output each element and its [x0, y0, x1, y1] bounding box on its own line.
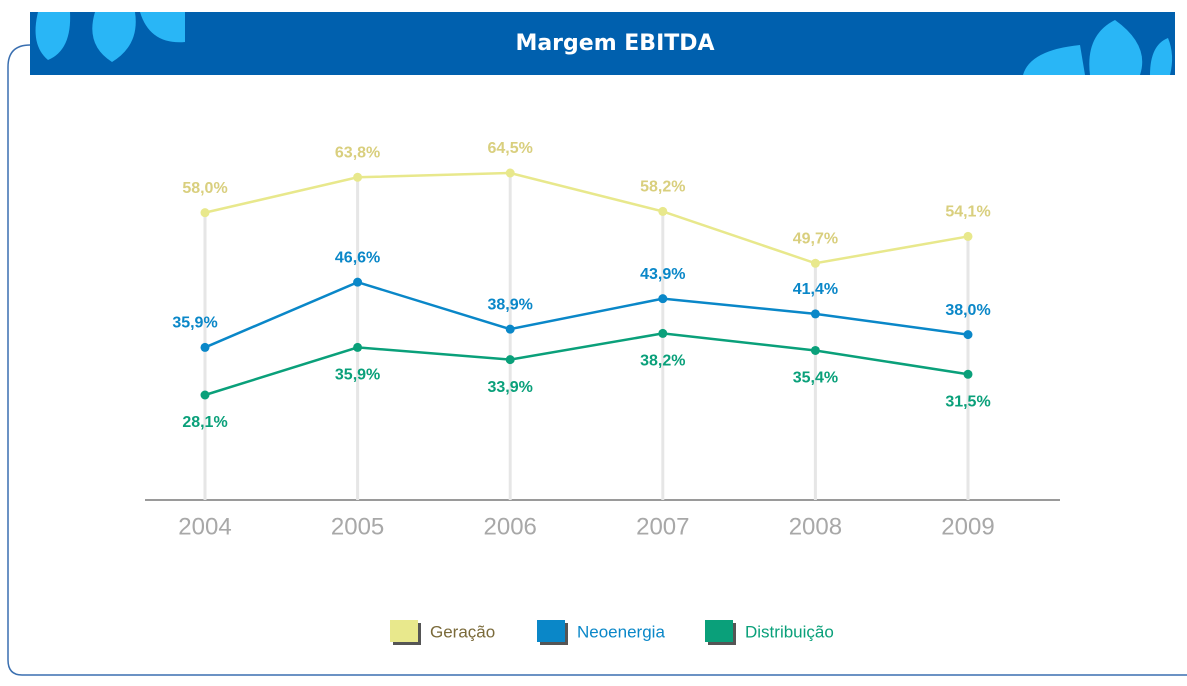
legend-swatch	[705, 620, 733, 642]
x-tick-label: 2008	[789, 513, 842, 540]
point	[963, 330, 973, 340]
value-label: 31,5%	[945, 393, 990, 410]
point	[658, 294, 668, 304]
value-label: 58,0%	[182, 180, 227, 197]
legend-label: Geração	[430, 622, 495, 641]
series-line	[204, 171, 969, 265]
value-label: 46,6%	[335, 249, 380, 266]
x-tick-label: 2006	[484, 513, 537, 540]
legend-label: Neoenergia	[577, 622, 665, 641]
leaf	[1023, 45, 1085, 75]
legend-label: Distribuição	[745, 622, 834, 641]
point	[505, 324, 515, 334]
value-label: 63,8%	[335, 144, 380, 161]
point	[353, 277, 363, 287]
value-label: 33,9%	[488, 379, 533, 396]
value-label: 28,1%	[182, 414, 227, 431]
point	[200, 208, 210, 218]
value-label: 35,9%	[172, 315, 217, 332]
value-label: 54,1%	[945, 204, 990, 221]
leaf	[1089, 20, 1143, 75]
legend-swatch	[390, 620, 418, 642]
leaf	[92, 12, 136, 62]
point	[505, 168, 515, 178]
value-label: 35,9%	[335, 367, 380, 384]
point	[810, 345, 820, 355]
point	[810, 309, 820, 319]
point	[658, 328, 668, 338]
point	[505, 355, 515, 365]
series-line	[204, 332, 969, 397]
value-label: 38,2%	[640, 353, 685, 370]
value-label: 58,2%	[640, 179, 685, 196]
point	[963, 369, 973, 379]
x-tick-label: 2007	[636, 513, 689, 540]
frame	[7, 44, 1187, 676]
leaf	[140, 12, 185, 43]
point	[200, 342, 210, 352]
value-label: 38,0%	[945, 302, 990, 319]
leaf	[35, 12, 71, 60]
point	[658, 206, 668, 216]
legend-swatch	[537, 620, 565, 642]
leaf	[1150, 38, 1173, 75]
point	[200, 390, 210, 400]
value-label: 49,7%	[793, 230, 838, 247]
x-tick-label: 2009	[941, 513, 994, 540]
x-tick-label: 2005	[331, 513, 384, 540]
point	[353, 172, 363, 182]
point	[810, 258, 820, 268]
value-label: 38,9%	[488, 296, 533, 313]
value-label: 64,5%	[488, 140, 533, 157]
x-tick-label: 2004	[178, 513, 231, 540]
series-line	[204, 280, 969, 349]
chart-title: Margem EBITDA	[515, 31, 714, 56]
point	[353, 342, 363, 352]
value-label: 41,4%	[793, 281, 838, 298]
value-label: 43,9%	[640, 266, 685, 283]
header-bar	[30, 12, 1175, 75]
point	[963, 231, 973, 241]
value-label: 35,4%	[793, 370, 838, 387]
